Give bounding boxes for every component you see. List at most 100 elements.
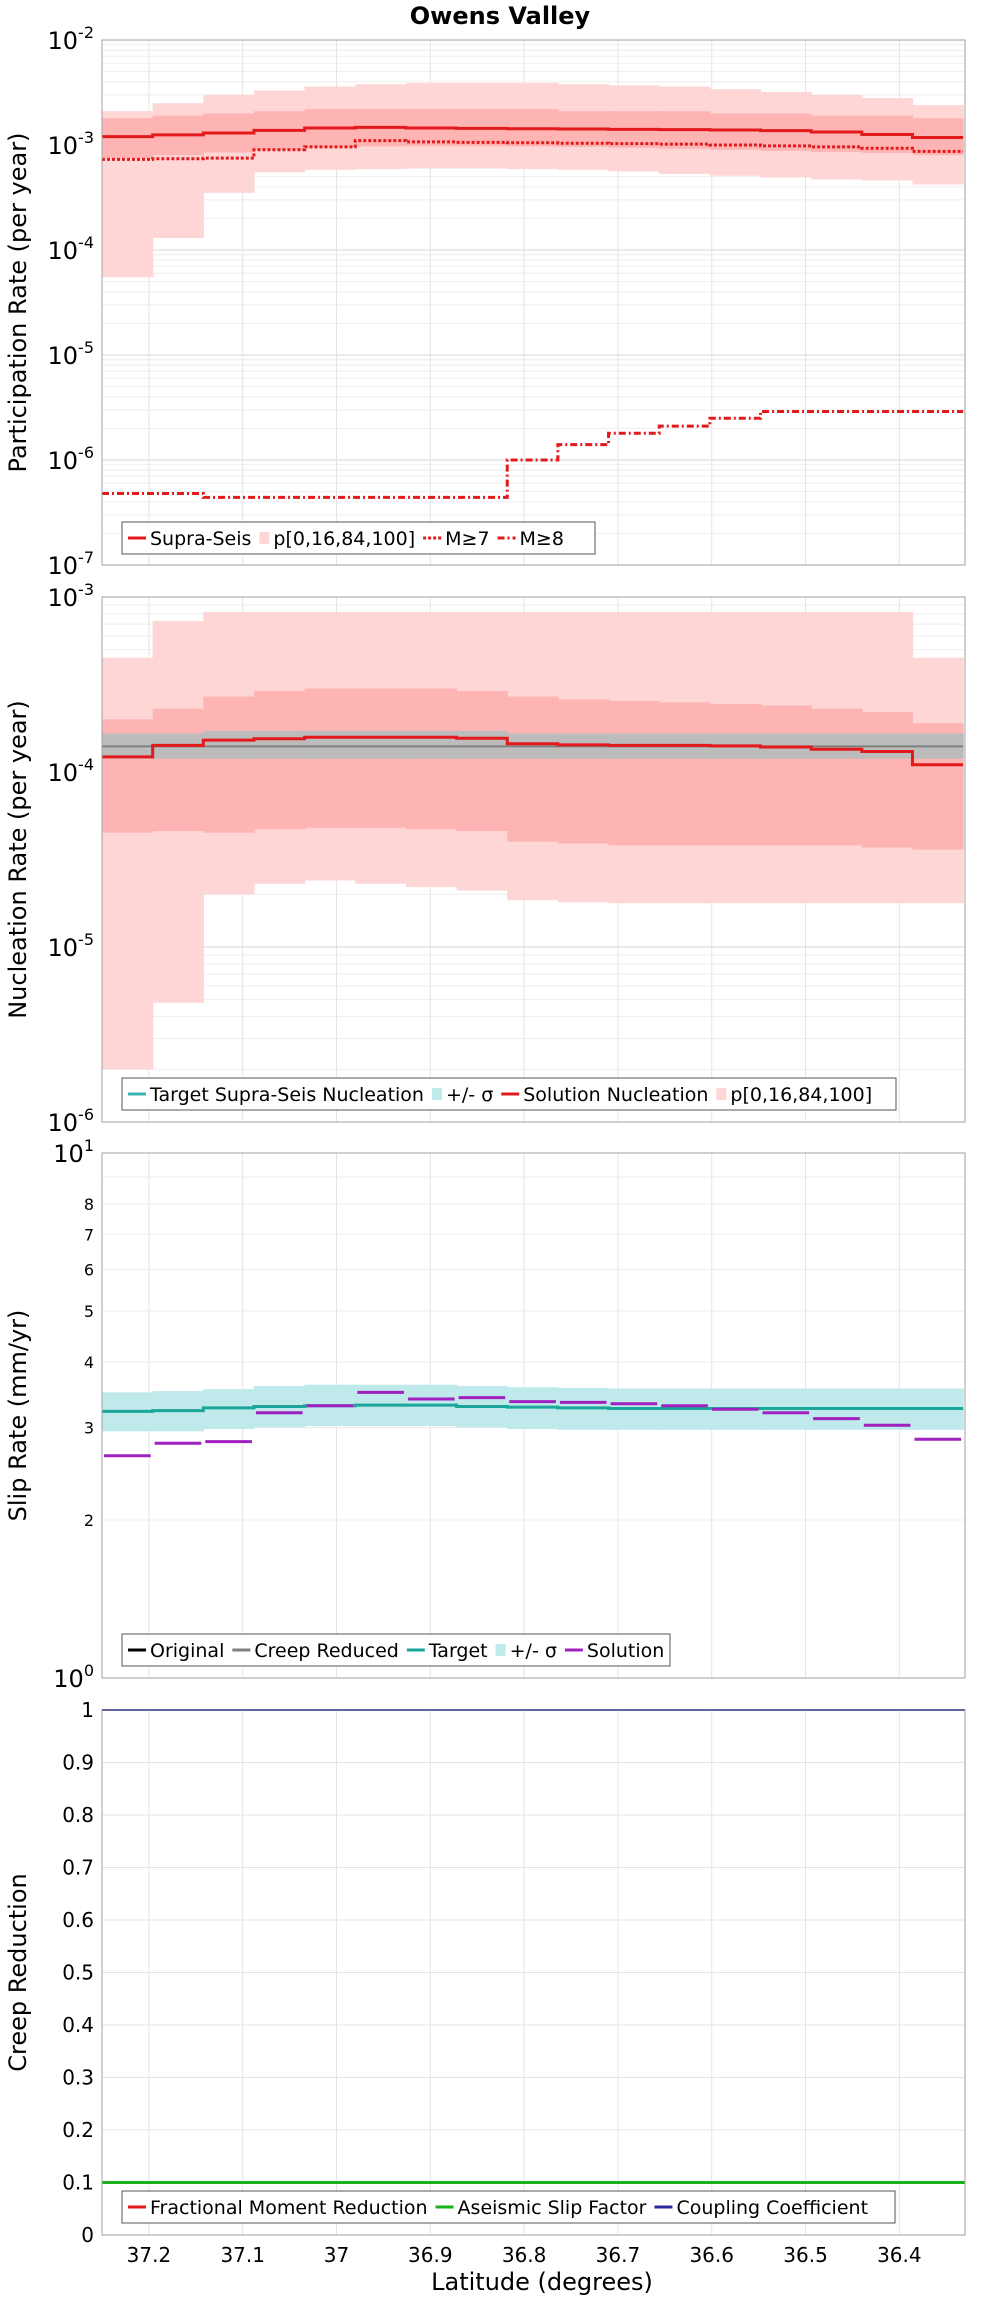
x-tick-label: 36.8 — [502, 2243, 547, 2267]
y-tick-label: 10-5 — [48, 930, 95, 962]
legend-box — [121, 2190, 896, 2224]
legend-entry: M≥7 — [423, 528, 490, 550]
legend: Fractional Moment Reduction Aseismic Slip… — [121, 2190, 896, 2224]
legend-entry: p[0,16,84,100] — [259, 528, 415, 550]
plot-frame — [101, 1152, 966, 1679]
y-tick-label: 10-2 — [48, 23, 95, 55]
y-minor-tick-label: 7 — [84, 1225, 94, 1244]
y-tick-label: 0.4 — [62, 2013, 94, 2037]
legend-entry: Aseismic Slip Factor — [435, 2197, 647, 2219]
legend-swatch — [495, 1644, 506, 1656]
y-minor-tick-label: 3 — [84, 1419, 94, 1438]
y-tick-labels: 10-7 10-6 10-5 10-4 10-3 10-2 — [48, 23, 95, 580]
legend-label: Creep Reduced — [254, 1640, 398, 1662]
series-solution-nucleation — [102, 735, 964, 767]
y-tick-label: 0.9 — [62, 1751, 94, 1775]
series-supra-seis — [102, 125, 964, 139]
band-segment — [456, 691, 508, 832]
series-line — [102, 735, 964, 767]
series-line — [102, 139, 964, 161]
y-tick-label: 0 — [81, 2223, 94, 2247]
band-segment — [253, 730, 306, 759]
band-1 — [102, 688, 964, 850]
y-tick-label: 0.3 — [62, 2066, 94, 2090]
y-axis-label: Nucleation Rate (per year) — [4, 700, 32, 1019]
plot-frame — [101, 39, 966, 566]
x-tick-label: 37 — [324, 2243, 349, 2267]
y-tick-label: 10-4 — [48, 233, 95, 265]
band-segment — [456, 730, 508, 759]
legend-label: Aseismic Slip Factor — [458, 2197, 647, 2219]
band-segment — [304, 730, 356, 759]
legend-label: p[0,16,84,100] — [273, 528, 415, 550]
y-tick-label: 10-7 — [48, 548, 95, 580]
band-segment — [405, 730, 458, 759]
series-line — [102, 125, 964, 139]
x-tick-labels: 37.2 37.1 37 36.9 36.8 36.7 36.6 36.5 36.4 — [127, 2243, 922, 2267]
band-segment — [405, 688, 458, 830]
legend-entry: Solution Nucleation — [501, 1084, 708, 1106]
legend-entry: +/- σ — [431, 1084, 493, 1106]
legend-entry: Fractional Moment Reduction — [128, 2197, 428, 2219]
legend-label: p[0,16,84,100] — [730, 1084, 872, 1106]
y-tick-label: 0.5 — [62, 1961, 94, 1985]
series-m-8 — [102, 409, 964, 499]
band-segment — [608, 700, 660, 846]
panel-nucleation: 10-6 10-5 10-4 10-3 Nucleation Rate (per yea… — [4, 580, 966, 1137]
legend-box — [121, 521, 596, 555]
y-tick-label: 10-6 — [48, 443, 95, 475]
legend-label: Original — [150, 1640, 224, 1662]
band-segment — [659, 702, 711, 846]
x-axis-label: Latitude (degrees) — [431, 2268, 653, 2296]
y-tick-labels: 0 0.1 0.2 0.3 0.4 0.5 0.6 0.7 0.8 0.9 1 — [62, 1698, 94, 2247]
x-tick-label: 36.5 — [783, 2243, 828, 2267]
band-segment — [861, 712, 914, 848]
y-axis-label: Participation Rate (per year) — [4, 133, 32, 473]
legend-label: Fractional Moment Reduction — [150, 2197, 428, 2219]
legend: Original Creep Reduced Target +/- σ Solution — [121, 1633, 671, 1667]
band-segment — [203, 730, 255, 759]
figure-title: Owens Valley — [410, 2, 591, 30]
band-segment — [253, 691, 306, 830]
x-tick-label: 36.6 — [689, 2243, 734, 2267]
band-segment — [557, 699, 610, 844]
y-tick-label: 10-5 — [48, 338, 95, 370]
legend-label: Solution — [587, 1640, 664, 1662]
legend-entry: Target — [406, 1640, 488, 1662]
legend-label: Solution Nucleation — [523, 1084, 708, 1106]
y-tick-label: 0.1 — [62, 2171, 94, 2195]
legend-label: Supra-Seis — [150, 528, 251, 550]
grid — [102, 1709, 965, 2236]
plot-frame — [101, 1709, 966, 2236]
y-tick-label: 0.2 — [62, 2118, 94, 2142]
plot-frame — [101, 596, 966, 1123]
y-minor-tick-label: 2 — [84, 1511, 94, 1530]
y-tick-label: 0.8 — [62, 1803, 94, 1827]
y-minor-tick-label: 5 — [84, 1302, 94, 1321]
x-tick-label: 37.2 — [127, 2243, 172, 2267]
legend-label: Coupling Coefficient — [676, 2197, 868, 2219]
y-tick-labels: 100 101 2 3 4 5 6 7 8 — [53, 1136, 94, 1693]
y-tick-label: 100 — [53, 1661, 94, 1693]
y-minor-tick-label: 4 — [84, 1353, 94, 1372]
legend-swatch — [431, 1088, 442, 1100]
legend: Supra-Seis p[0,16,84,100] M≥7 M≥8 — [121, 521, 596, 555]
x-tick-label: 36.7 — [596, 2243, 641, 2267]
x-tick-label: 36.4 — [877, 2243, 922, 2267]
legend-label: +/- σ — [446, 1084, 493, 1106]
legend-entry: p[0,16,84,100] — [716, 1084, 872, 1106]
band-segment — [811, 708, 863, 846]
legend-label: Target Supra-Seis Nucleation — [149, 1084, 424, 1106]
y-tick-label: 10-3 — [48, 128, 95, 160]
y-tick-labels: 10-6 10-5 10-4 10-3 — [48, 580, 95, 1137]
legend-entry: Solution — [564, 1640, 664, 1662]
y-minor-tick-label: 6 — [84, 1260, 94, 1279]
series-m-7 — [102, 139, 964, 161]
legend-swatch — [259, 532, 270, 544]
y-axis-label: Creep Reduction — [4, 1873, 32, 2071]
y-tick-label: 10-6 — [48, 1105, 95, 1137]
y-tick-label: 1 — [81, 1698, 94, 1722]
x-tick-label: 36.9 — [408, 2243, 453, 2267]
panel-slip: 100 101 2 3 4 5 6 7 8 Slip Rate (mm/yr) Original Cr… — [4, 1136, 966, 1693]
legend-entry: Target Supra-Seis Nucleation — [128, 1084, 424, 1106]
